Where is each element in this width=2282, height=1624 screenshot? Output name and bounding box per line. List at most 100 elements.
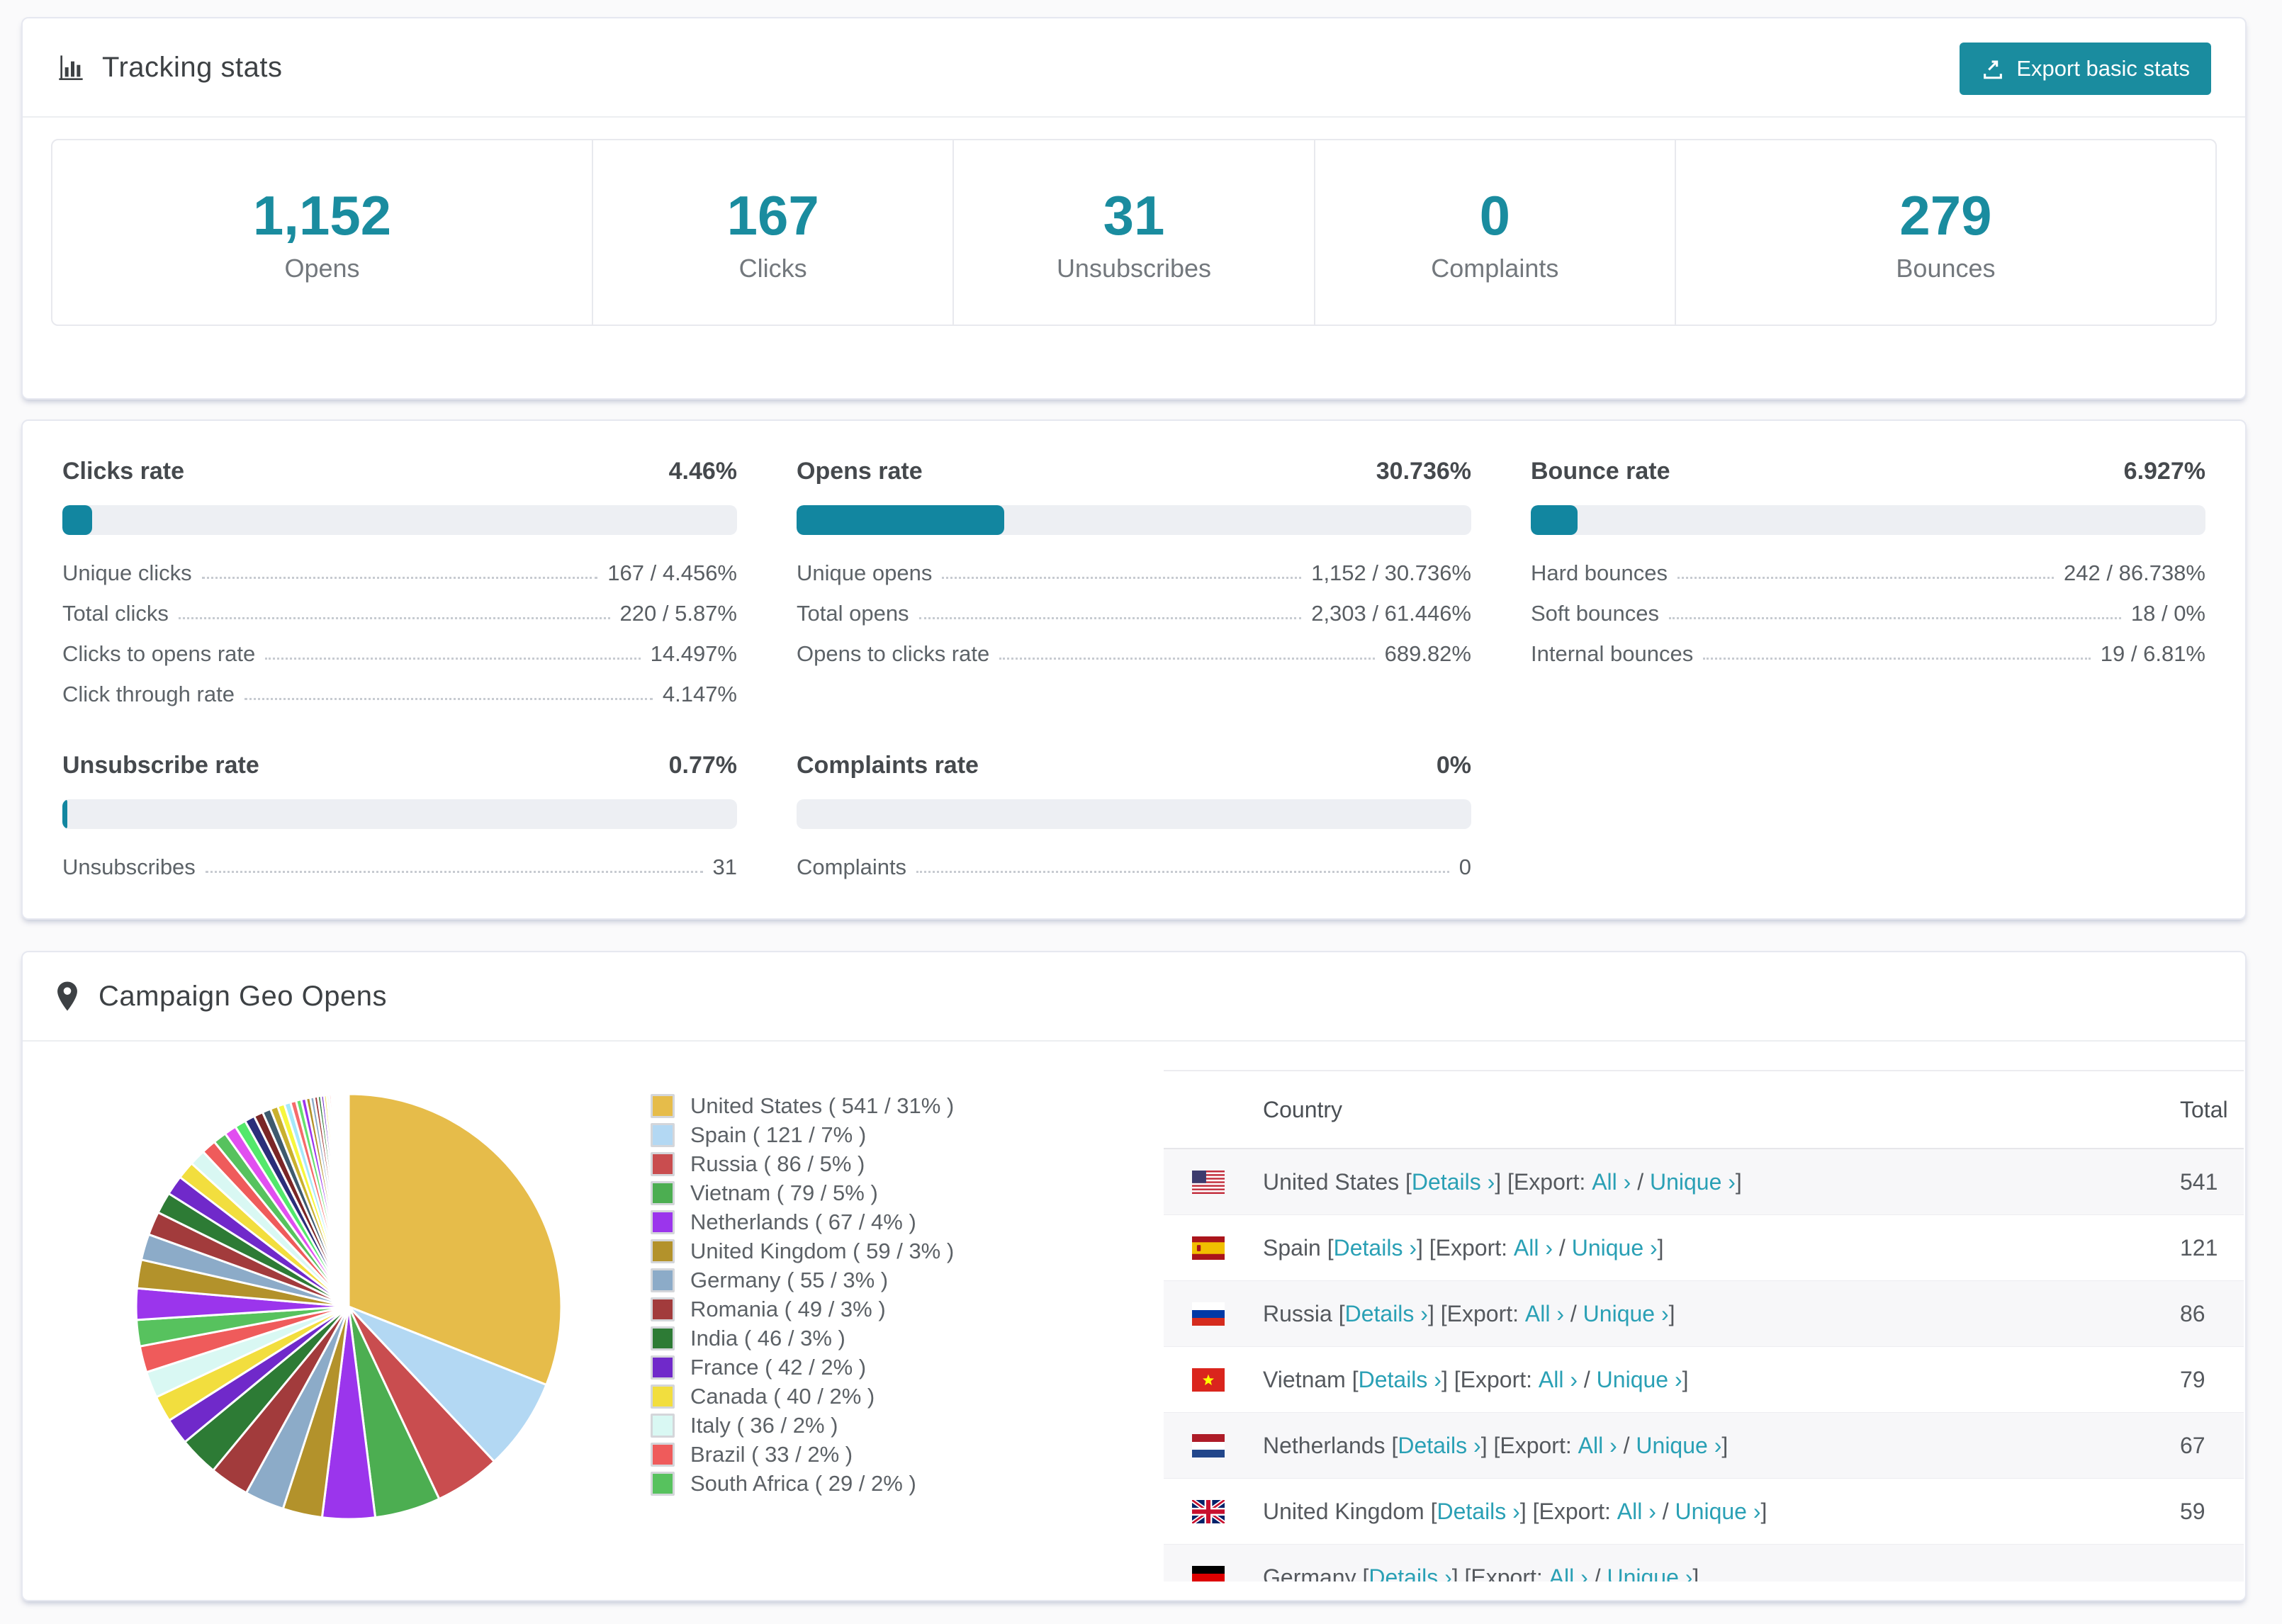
legend-swatch: [651, 1326, 675, 1350]
rate-row-label: Unique clicks: [62, 560, 192, 585]
country-name: Russia [: [1263, 1300, 1345, 1326]
rate-row-value: 167 / 4.456%: [607, 560, 737, 585]
export-all-link[interactable]: All ›: [1524, 1300, 1564, 1326]
export-all-link[interactable]: All ›: [1592, 1168, 1631, 1195]
progress-bar-fill: [797, 505, 1004, 535]
table-row-gb: United Kingdom [Details ›] [Export: All …: [1164, 1479, 2244, 1545]
progress-bar-fill: [62, 505, 93, 535]
legend-item-canada: Canada ( 40 / 2% ): [651, 1382, 954, 1411]
export-unique-link[interactable]: Unique ›: [1583, 1300, 1669, 1326]
stat-card-bounces: 279 Bounces: [1676, 140, 2215, 325]
export-all-link[interactable]: All ›: [1578, 1432, 1617, 1458]
export-unique-link[interactable]: Unique ›: [1675, 1498, 1761, 1524]
stat-card-complaints: 0 Complaints: [1315, 140, 1676, 325]
stat-value: 1,152: [252, 184, 392, 247]
details-link[interactable]: Details ›: [1411, 1168, 1495, 1195]
rate-row-label: Unique opens: [797, 560, 933, 585]
stat-card-unsubscribes: 31 Unsubscribes: [954, 140, 1315, 325]
rate-row-total-opens: Total opens 2,303 / 61.446%: [797, 602, 1471, 624]
details-link[interactable]: Details ›: [1333, 1234, 1417, 1261]
country-column-header: Country: [1263, 1096, 1343, 1122]
legend-label: United States ( 541 / 31% ): [690, 1093, 955, 1118]
nl-flag-icon: [1192, 1433, 1225, 1457]
rate-row-label: Hard bounces: [1531, 560, 1668, 585]
details-link[interactable]: Details ›: [1437, 1498, 1520, 1524]
legend-item-brazil: Brazil ( 33 / 2% ): [651, 1440, 954, 1469]
stat-value: 167: [726, 184, 819, 247]
pie-slice-0[interactable]: [347, 1093, 563, 1386]
dotted-leader: [942, 577, 1302, 579]
legend-label: Germany ( 55 / 3% ): [690, 1267, 889, 1292]
country-total: 86: [2180, 1300, 2205, 1326]
table-row-ru: Russia [Details ›] [Export: All › / Uniq…: [1164, 1281, 2244, 1347]
legend-item-russia: Russia ( 86 / 5% ): [651, 1149, 954, 1178]
rate-value: 30.736%: [1376, 458, 1471, 485]
rate-row-value: 0: [1458, 855, 1471, 879]
country-total: 79: [2180, 1366, 2205, 1392]
export-unique-link[interactable]: Unique ›: [1596, 1366, 1682, 1392]
rate-title: Bounce rate: [1531, 458, 1670, 485]
export-all-link[interactable]: All ›: [1617, 1498, 1656, 1524]
legend-item-italy: Italy ( 36 / 2% ): [651, 1411, 954, 1440]
rate-row-value: 4.147%: [662, 682, 737, 706]
rate-value: 4.46%: [668, 458, 737, 485]
country-total: 59: [2180, 1498, 2205, 1524]
export-unique-link[interactable]: Unique ›: [1571, 1234, 1658, 1261]
rate-value: 0%: [1436, 752, 1471, 779]
export-unique-link[interactable]: Unique ›: [1636, 1432, 1722, 1458]
pie-slice-1[interactable]: [347, 1305, 548, 1463]
summary-stats-strip: 1,152 Opens 167 Clicks 31 Unsubscribes 0 Compla…: [51, 139, 2217, 326]
rate-row-value: 1,152 / 30.736%: [1311, 560, 1471, 585]
legend-swatch: [651, 1209, 675, 1234]
legend-label: United Kingdom ( 59 / 3% ): [690, 1238, 955, 1263]
details-link[interactable]: Details ›: [1358, 1366, 1441, 1392]
rate-row-value: 220 / 5.87%: [619, 601, 737, 626]
progress-bar-track: [797, 799, 1471, 829]
dotted-leader: [1668, 617, 2121, 619]
geo-pie-chart[interactable]: [122, 1080, 575, 1533]
rate-row-clicks-to-opens-rate: Clicks to opens rate 14.497%: [62, 643, 737, 665]
country-total: 121: [2180, 1234, 2218, 1261]
rate-row-value: 689.82%: [1384, 641, 1471, 666]
pie-slice-57[interactable]: [347, 1093, 350, 1308]
rate-row-hard-bounces: Hard bounces 242 / 86.738%: [1531, 562, 2205, 584]
table-row-us: United States [Details ›] [Export: All ›…: [1164, 1149, 2244, 1215]
export-all-link[interactable]: All ›: [1548, 1564, 1588, 1582]
dotted-leader: [178, 617, 610, 619]
campaign-geo-opens-card: Campaign Geo Opens United States ( 541 /…: [21, 951, 2247, 1601]
legend-swatch: [651, 1268, 675, 1292]
export-basic-stats-button[interactable]: Export basic stats: [1960, 43, 2211, 95]
rate-row-value: 31: [712, 855, 737, 879]
vn-flag-icon: [1192, 1368, 1225, 1392]
rate-row-label: Soft bounces: [1531, 601, 1659, 626]
rates-card: Clicks rate 4.46% Unique clicks 167 / 4.456…: [21, 419, 2247, 920]
rate-value: 0.77%: [668, 752, 737, 779]
es-flag-icon: [1192, 1236, 1225, 1260]
progress-bar-track: [797, 505, 1471, 535]
rate-row-value: 242 / 86.738%: [2064, 560, 2205, 585]
geo-legend: United States ( 541 / 31% ) Spain ( 121 /…: [651, 1091, 954, 1498]
progress-bar-track: [1531, 505, 2205, 535]
legend-label: India ( 46 / 3% ): [690, 1325, 845, 1350]
country-name: United Kingdom [: [1263, 1498, 1437, 1524]
legend-item-france: France ( 42 / 2% ): [651, 1353, 954, 1382]
country-name: Netherlands [: [1263, 1432, 1398, 1458]
legend-item-india: India ( 46 / 3% ): [651, 1324, 954, 1353]
legend-label: Spain ( 121 / 7% ): [690, 1122, 867, 1147]
rate-panel-unsubscribe-rate: Unsubscribe rate 0.77% Unsubscribes 31: [62, 752, 737, 896]
details-link[interactable]: Details ›: [1398, 1432, 1481, 1458]
export-unique-link[interactable]: Unique ›: [1649, 1168, 1736, 1195]
export-all-link[interactable]: All ›: [1513, 1234, 1553, 1261]
export-unique-link[interactable]: Unique ›: [1607, 1564, 1693, 1582]
rate-row-opens-to-clicks-rate: Opens to clicks rate 689.82%: [797, 643, 1471, 665]
details-link[interactable]: Details ›: [1344, 1300, 1428, 1326]
rate-row-unique-opens: Unique opens 1,152 / 30.736%: [797, 562, 1471, 584]
bar-chart-icon: [59, 55, 83, 80]
export-all-link[interactable]: All ›: [1538, 1366, 1578, 1392]
rate-row-total-clicks: Total clicks 220 / 5.87%: [62, 602, 737, 624]
rate-row-internal-bounces: Internal bounces 19 / 6.81%: [1531, 643, 2205, 665]
geo-table-body: United States [Details ›] [Export: All ›…: [1164, 1149, 2244, 1581]
details-link[interactable]: Details ›: [1368, 1564, 1452, 1582]
ru-flag-icon: [1192, 1302, 1225, 1326]
geo-header: Campaign Geo Opens: [23, 952, 2245, 1042]
